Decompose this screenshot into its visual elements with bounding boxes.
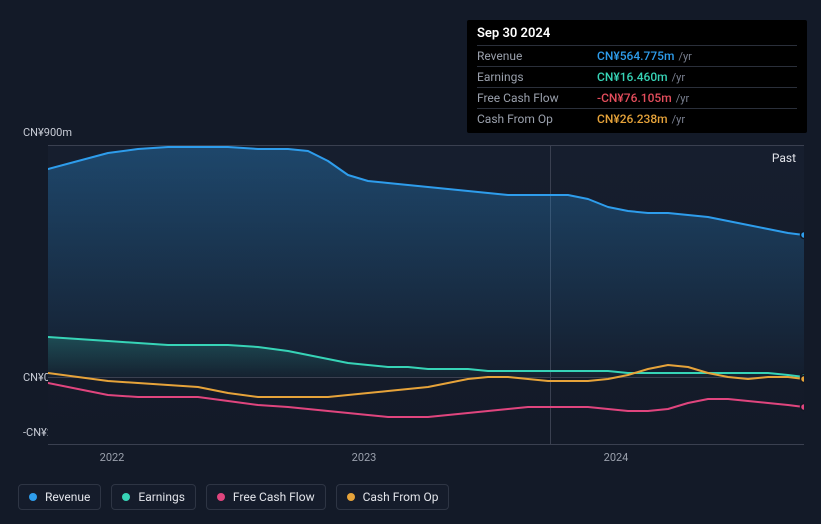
legend-item-label: Revenue xyxy=(45,490,90,504)
tooltip-row-label: Cash From Op xyxy=(477,112,597,126)
tooltip-row: Free Cash Flow-CN¥76.105m/yr xyxy=(477,87,797,108)
tooltip-row-value: CN¥564.775m xyxy=(597,49,674,63)
tooltip-row-unit: /yr xyxy=(676,92,689,105)
legend-item[interactable]: Earnings xyxy=(111,484,196,510)
tooltip-row: Cash From OpCN¥26.238m/yr xyxy=(477,108,797,129)
y-axis-top-label: CN¥900m xyxy=(23,126,72,139)
y-axis-zero-label: CN¥0 xyxy=(23,371,50,384)
tooltip-title: Sep 30 2024 xyxy=(477,26,797,45)
legend-item-label: Earnings xyxy=(138,490,185,504)
legend-item[interactable]: Cash From Op xyxy=(336,484,450,510)
tooltip-row-value: CN¥26.238m xyxy=(597,112,668,126)
tooltip-row-label: Free Cash Flow xyxy=(477,91,597,105)
legend-swatch-icon xyxy=(122,493,130,501)
x-tick: 2024 xyxy=(604,451,629,464)
free_cash_flow-end-dot xyxy=(801,404,805,411)
legend-swatch-icon xyxy=(217,493,225,501)
legend-item-label: Free Cash Flow xyxy=(233,490,315,504)
legend-item[interactable]: Free Cash Flow xyxy=(206,484,326,510)
tooltip-row-value: CN¥16.460m xyxy=(597,70,668,84)
tooltip-row-unit: /yr xyxy=(672,71,685,84)
x-tick: 2023 xyxy=(352,451,377,464)
chart-legend: Revenue Earnings Free Cash Flow Cash From O… xyxy=(18,484,449,510)
legend-swatch-icon xyxy=(29,493,37,501)
revenue-end-dot xyxy=(801,232,805,239)
tooltip-row-value: -CN¥76.105m xyxy=(597,91,672,105)
tooltip-row-unit: /yr xyxy=(672,113,685,126)
revenue-area xyxy=(48,147,804,377)
chart-svg xyxy=(48,145,804,445)
chart-plot-area[interactable]: Past xyxy=(48,145,804,445)
tooltip-row-label: Revenue xyxy=(477,49,597,63)
cash_from_op-end-dot xyxy=(801,376,805,383)
past-label: Past xyxy=(772,151,796,165)
tooltip-row-unit: /yr xyxy=(678,50,691,63)
tooltip-row-label: Earnings xyxy=(477,70,597,84)
legend-item[interactable]: Revenue xyxy=(18,484,101,510)
tooltip-row: RevenueCN¥564.775m/yr xyxy=(477,45,797,66)
chart-tooltip: Sep 30 2024 RevenueCN¥564.775m/yrEarning… xyxy=(467,20,807,133)
x-tick: 2022 xyxy=(100,451,125,464)
legend-swatch-icon xyxy=(347,493,355,501)
legend-item-label: Cash From Op xyxy=(363,490,439,504)
tooltip-row: EarningsCN¥16.460m/yr xyxy=(477,66,797,87)
